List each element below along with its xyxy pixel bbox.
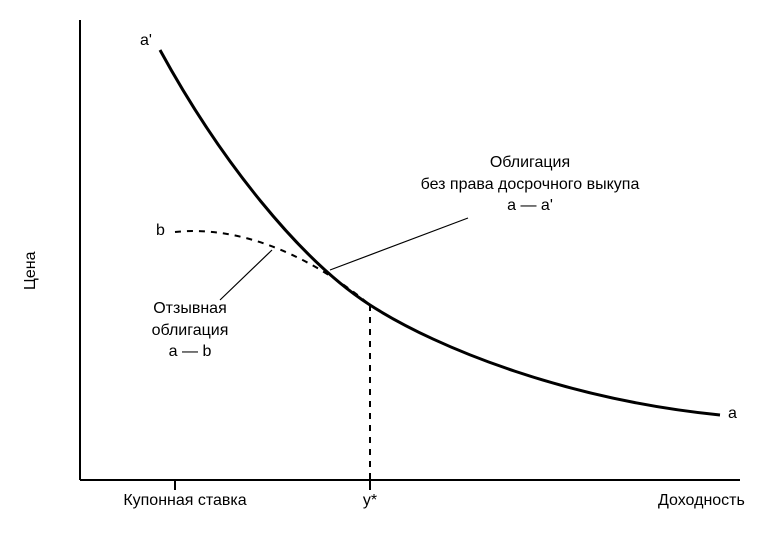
annotation-non-callable-line2: без права досрочного выкупа — [400, 174, 660, 196]
chart-svg — [0, 0, 763, 535]
curve-callable-branch — [175, 231, 370, 305]
tick-label-coupon-rate: Купонная ставка — [115, 492, 255, 510]
bond-price-yield-chart: Цена Доходность Купонная ставка y* a' a … — [0, 0, 763, 535]
tick-label-y-star: y* — [355, 492, 385, 510]
point-label-b: b — [156, 222, 165, 240]
annotation-callable-line1: Отзывная — [130, 298, 250, 320]
annotation-callable-line2: облигация — [130, 320, 250, 342]
annotation-callable-line3: a — b — [130, 341, 250, 363]
annotation-non-callable-line3: a — a' — [400, 195, 660, 217]
y-axis-label: Цена — [22, 252, 40, 290]
annotation-non-callable-line1: Облигация — [400, 152, 660, 174]
point-label-a-prime: a' — [140, 32, 152, 50]
leader-callable — [220, 250, 272, 300]
leader-non-callable — [330, 218, 468, 270]
x-axis-label: Доходность — [658, 492, 745, 510]
annotation-non-callable: Облигация без права досрочного выкупа a … — [400, 152, 660, 217]
point-label-a: a — [728, 405, 737, 423]
annotation-callable: Отзывная облигация a — b — [130, 298, 250, 363]
